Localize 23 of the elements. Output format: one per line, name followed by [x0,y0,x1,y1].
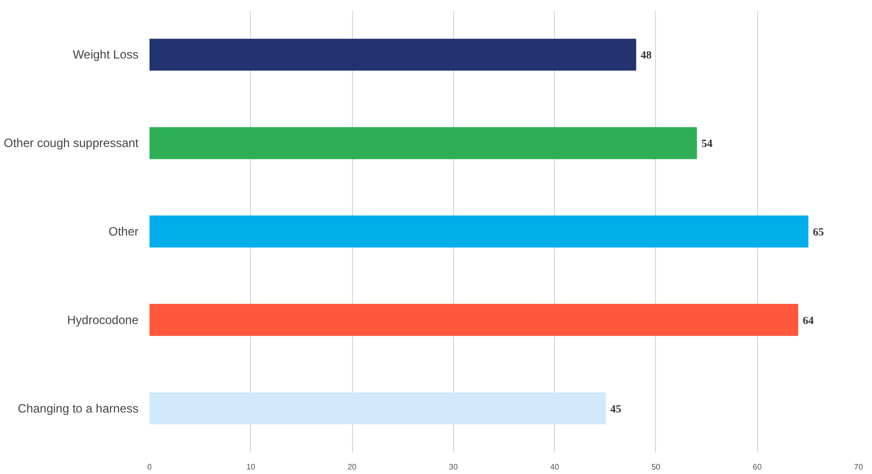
data-label: 48 [640,50,652,62]
bar [150,392,606,424]
bar [150,127,697,160]
y-tick-label: Other cough suppressant [4,136,140,150]
data-label: 54 [701,138,713,150]
y-tick-label: Hydrocodone [67,312,139,327]
y-tick-label: Changing to a harness [18,401,138,416]
x-tick-label: 60 [752,462,762,472]
data-label: 64 [802,314,814,327]
bar [150,304,798,336]
bar [150,38,636,71]
data-label: 65 [812,226,824,238]
y-tick-label: Other [108,224,139,238]
x-tick-label: 40 [550,462,560,472]
x-tick-label: 20 [348,462,358,472]
y-tick-label: Weight Loss [72,48,138,62]
x-tick-label: 70 [854,462,864,472]
x-tick-label: 50 [651,462,661,472]
bar [150,216,808,248]
x-tick-label: 0 [147,462,152,472]
x-tick-label: 10 [246,462,256,472]
data-label: 45 [610,403,622,416]
x-tick-label: 30 [448,462,458,472]
